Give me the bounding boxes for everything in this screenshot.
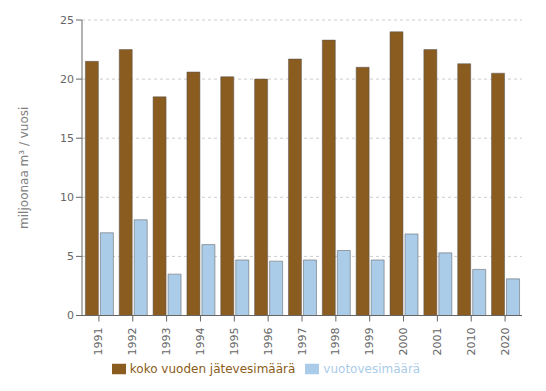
svg-text:miljoonaa m³ / vuosi: miljoonaa m³ / vuosi <box>17 107 31 229</box>
svg-text:5: 5 <box>67 250 74 263</box>
svg-text:1999: 1999 <box>363 328 376 356</box>
svg-text:1992: 1992 <box>126 328 139 356</box>
svg-text:1996: 1996 <box>262 328 275 356</box>
html-text:koko vuoden jätevesimäärä: koko vuoden jätevesimäärä <box>129 361 296 376</box>
svg-text:0: 0 <box>67 309 74 322</box>
svg-text:1993: 1993 <box>160 328 173 356</box>
svg-text:1994: 1994 <box>194 328 207 356</box>
svg-text:25: 25 <box>60 14 74 27</box>
svg-text:1997: 1997 <box>296 328 309 356</box>
svg-text:2020: 2020 <box>499 327 512 355</box>
svg-text:1991: 1991 <box>92 328 105 356</box>
svg-text:2001: 2001 <box>431 328 444 356</box>
svg-text:20: 20 <box>60 73 74 86</box>
svg-text:10: 10 <box>60 191 74 204</box>
svg-text:1995: 1995 <box>228 328 241 356</box>
svg-text:2000: 2000 <box>397 328 410 356</box>
svg-text:2010: 2010 <box>465 328 478 356</box>
svg-text:1998: 1998 <box>329 328 342 356</box>
svg-text:15: 15 <box>60 132 74 145</box>
html-text:vuotovesimäärä: vuotovesimäärä <box>323 361 421 376</box>
